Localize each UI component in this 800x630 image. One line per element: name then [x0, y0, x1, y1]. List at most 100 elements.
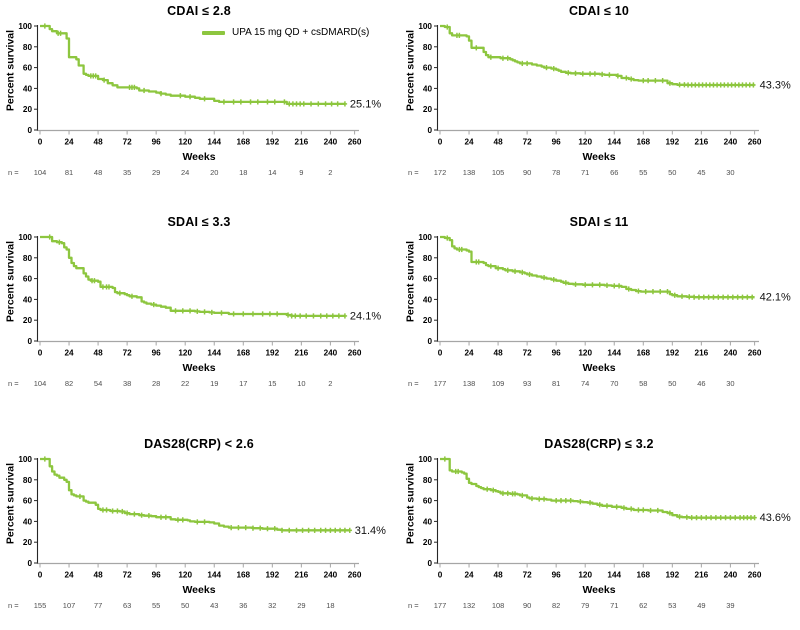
x-tick-label: 24	[64, 138, 74, 147]
x-tick-label: 72	[523, 349, 533, 358]
x-tick-label: 144	[607, 138, 621, 147]
n-at-risk-value: 82	[551, 601, 561, 610]
x-tick-label: 144	[207, 138, 221, 147]
y-tick-label: 20	[23, 538, 33, 547]
n-prefix-label: n =	[408, 379, 419, 388]
end-percent-label: 24.1%	[350, 310, 381, 322]
panel-title: CDAI ≤ 10	[568, 4, 630, 18]
x-tick-label: 216	[295, 571, 309, 580]
n-at-risk-row: n = 177 132 108 90 82 79 71 62 53 49 39	[400, 601, 800, 613]
n-at-risk-value: 19	[210, 379, 219, 388]
y-tick-label: 80	[23, 476, 33, 485]
x-tick-label: 240	[724, 138, 738, 147]
km-panel: SDAI ≤ 11 Percent survival 0 20 40 60 80 100 0…	[400, 197, 800, 407]
km-panel-inner: CDAI ≤ 10 Percent survival 0 20 40 60 80 100 0…	[400, 0, 800, 197]
km-plot: 0 20 40 60 80 100 0 24 48 72 96 120 144 168 192 216 240 2…	[18, 233, 381, 358]
x-tick-label: 240	[724, 571, 738, 580]
n-at-risk-row: n = 177 138 109 93 81 74 70 58 50 46 30	[400, 379, 800, 391]
x-tick-label: 96	[152, 571, 162, 580]
n-at-risk-value: 2	[328, 168, 333, 177]
x-tick-label: 48	[94, 571, 104, 580]
n-at-risk-value: 30	[726, 168, 735, 177]
n-at-risk-value: 132	[462, 601, 476, 610]
x-tick-label: 260	[748, 138, 762, 147]
y-tick-label: 100	[18, 22, 32, 31]
x-tick-label: 120	[578, 138, 592, 147]
km-plot: 0 20 40 60 80 100 0 24 48 72 96 120 144 168 192 216 240 2…	[18, 22, 381, 147]
x-tick-label: 216	[295, 138, 309, 147]
km-survival-figure: CDAI ≤ 2.8 UPA 15 mg QD + csDMARD(s) Per…	[0, 0, 800, 617]
x-axis-label: Weeks	[582, 584, 616, 596]
x-tick-label: 240	[324, 138, 338, 147]
x-tick-label: 168	[636, 571, 650, 580]
end-percent-label: 31.4%	[355, 525, 386, 537]
n-at-risk-value: 29	[297, 601, 306, 610]
y-tick-label: 40	[423, 517, 433, 526]
n-at-risk-value: 17	[239, 379, 248, 388]
km-panel: CDAI ≤ 10 Percent survival 0 20 40 60 80 100 0…	[400, 0, 800, 197]
y-tick-label: 0	[27, 559, 32, 568]
y-tick-label: 100	[418, 22, 432, 31]
x-tick-label: 192	[265, 349, 279, 358]
x-tick-label: 260	[348, 571, 362, 580]
y-tick-label: 40	[423, 295, 433, 304]
n-at-risk-value: 55	[639, 168, 648, 177]
x-tick-label: 168	[236, 138, 250, 147]
n-at-risk-value: 22	[181, 379, 190, 388]
n-at-risk-value: 104	[33, 379, 47, 388]
n-at-risk-value: 62	[639, 601, 648, 610]
n-at-risk-value: 38	[122, 379, 132, 388]
x-tick-label: 120	[178, 138, 192, 147]
x-tick-label: 260	[348, 349, 362, 358]
n-at-risk-value: 104	[33, 168, 47, 177]
y-tick-label: 20	[423, 316, 433, 325]
km-plot: 0 20 40 60 80 100 0 24 48 72 96 120 144 168 192 216 240 2…	[18, 455, 386, 580]
x-tick-label: 168	[236, 571, 250, 580]
y-tick-label: 80	[23, 43, 33, 52]
y-tick-label: 40	[423, 84, 433, 93]
y-tick-label: 60	[423, 497, 433, 506]
n-at-risk-row: n = 155 107 77 63 55 50 43 36 32 29 18	[0, 601, 400, 613]
x-tick-label: 120	[178, 349, 192, 358]
x-tick-label: 260	[748, 349, 762, 358]
y-tick-label: 60	[23, 64, 33, 73]
x-tick-label: 24	[64, 349, 74, 358]
y-tick-label: 80	[23, 254, 33, 263]
y-tick-label: 0	[427, 337, 432, 346]
end-percent-label: 42.1%	[760, 292, 791, 304]
km-panel-inner: SDAI ≤ 11 Percent survival 0 20 40 60 80 100 0…	[400, 211, 800, 408]
x-tick-label: 0	[438, 349, 443, 358]
km-plot: 0 20 40 60 80 100 0 24 48 72 96 120 144 168 192 216 240 2…	[418, 233, 791, 358]
n-at-risk-value: 74	[581, 379, 590, 388]
x-tick-label: 240	[724, 349, 738, 358]
n-at-risk-value: 108	[491, 601, 505, 610]
x-tick-label: 216	[695, 349, 709, 358]
n-at-risk-value: 105	[491, 168, 505, 177]
n-at-risk-value: 138	[462, 379, 476, 388]
n-at-risk-value: 35	[122, 168, 132, 177]
km-curve	[40, 457, 350, 532]
n-at-risk-value: 79	[581, 601, 590, 610]
n-at-risk-value: 55	[151, 601, 161, 610]
y-tick-label: 80	[423, 254, 433, 263]
n-at-risk-value: 177	[433, 601, 447, 610]
n-at-risk-value: 155	[33, 601, 47, 610]
panel-title: SDAI ≤ 3.3	[167, 215, 231, 229]
x-axis-label: Weeks	[182, 362, 216, 374]
x-tick-label: 48	[494, 349, 504, 358]
n-at-risk-value: 36	[239, 601, 248, 610]
n-at-risk-value: 10	[297, 379, 306, 388]
panel-title: DAS28(CRP) ≤ 3.2	[544, 437, 654, 451]
n-at-risk-value: 63	[122, 601, 132, 610]
y-tick-label: 40	[23, 84, 33, 93]
x-tick-label: 260	[748, 571, 762, 580]
x-tick-label: 72	[523, 138, 533, 147]
n-at-risk-value: 50	[181, 601, 190, 610]
km-panel: DAS28(CRP) ≤ 3.2 Percent survival 0 20 40 6…	[400, 407, 800, 617]
x-tick-label: 96	[552, 349, 562, 358]
n-at-risk-value: 30	[726, 379, 735, 388]
x-tick-label: 192	[665, 349, 679, 358]
y-tick-label: 60	[423, 275, 433, 284]
x-tick-label: 24	[464, 138, 474, 147]
y-tick-label: 80	[423, 476, 433, 485]
